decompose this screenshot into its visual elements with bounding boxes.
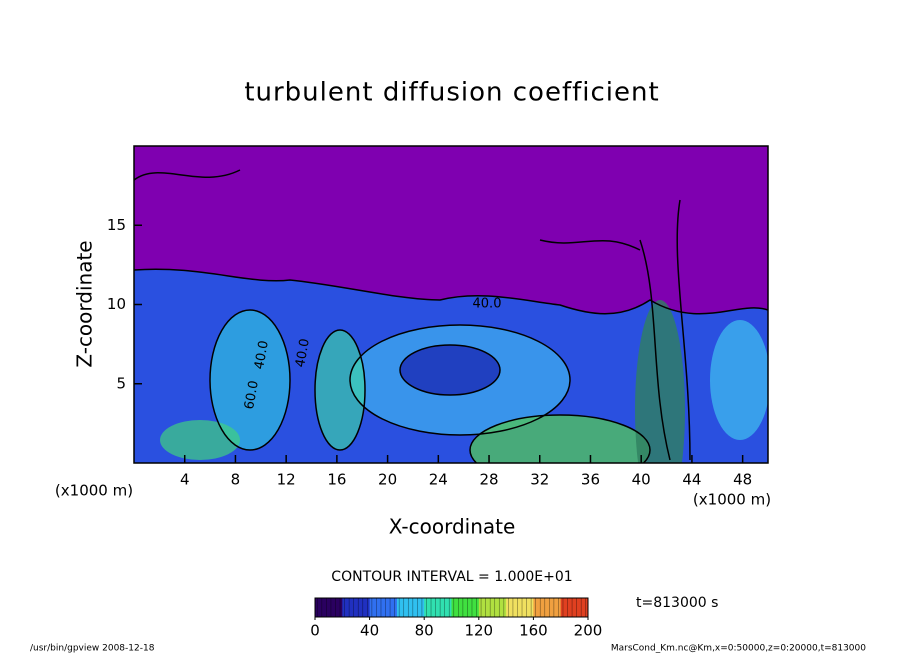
colorbar-tick-label: 160: [519, 622, 548, 640]
colorbar-frame: [314, 597, 589, 618]
colorbar-segment: [478, 598, 507, 617]
contour-label: 40.0: [293, 337, 313, 368]
colorbar-segment: [560, 598, 589, 617]
x-tick-label: 8: [231, 471, 241, 489]
contour-label: 60.0: [242, 379, 262, 410]
colorbar-segment: [506, 598, 534, 617]
colorbar-segment: [424, 598, 452, 617]
x-unit-right: (x1000 m): [693, 491, 771, 509]
colorbar-segment: [369, 598, 398, 617]
contour-field: [134, 146, 768, 463]
colorbar-segment: [315, 598, 343, 617]
colorbar-tick-label: 40: [360, 622, 379, 640]
x-tick-label: 12: [277, 471, 296, 489]
colorbar-segment: [396, 598, 425, 617]
contour-label: 40.0: [252, 339, 272, 370]
colorbar-segment: [342, 598, 371, 617]
footer-right: MarsCond_Km.nc@Km,x=0:50000,z=0:20000,t=…: [611, 644, 866, 654]
x-tick-label: 32: [530, 471, 549, 489]
colorbar-tick-label: 0: [310, 622, 320, 640]
x-tick-label: 48: [733, 471, 752, 489]
colorbar-segment: [533, 598, 562, 617]
chart-title: turbulent diffusion coefficient: [244, 78, 659, 108]
contour-label: 40.0: [473, 297, 502, 312]
colorbar-segment: [451, 598, 480, 617]
x-tick-label: 44: [682, 471, 701, 489]
x-tick-label: 4: [180, 471, 190, 489]
x-tick-label: 16: [327, 471, 346, 489]
x-tick-label: 36: [581, 471, 600, 489]
colorbar-tick-label: 120: [464, 622, 493, 640]
footer-left: /usr/bin/gpview 2008-12-18: [30, 644, 155, 654]
x-tick-label: 24: [429, 471, 448, 489]
x-tick-label: 20: [378, 471, 397, 489]
y-tick-label: 5: [116, 374, 126, 392]
contour-interval: CONTOUR INTERVAL = 1.000E+01: [331, 569, 572, 585]
x-unit-left: (x1000 m): [55, 482, 133, 500]
x-axis-label: X-coordinate: [389, 515, 516, 539]
x-tick-label: 28: [479, 471, 498, 489]
y-tick-label: 10: [107, 295, 126, 313]
time-label: t=813000 s: [636, 595, 718, 611]
y-axis-label: Z-coordinate: [73, 240, 97, 367]
colorbar-tick-label: 200: [574, 622, 603, 640]
x-tick-label: 40: [632, 471, 651, 489]
y-tick-label: 15: [107, 216, 126, 234]
colorbar-tick-label: 80: [415, 622, 434, 640]
